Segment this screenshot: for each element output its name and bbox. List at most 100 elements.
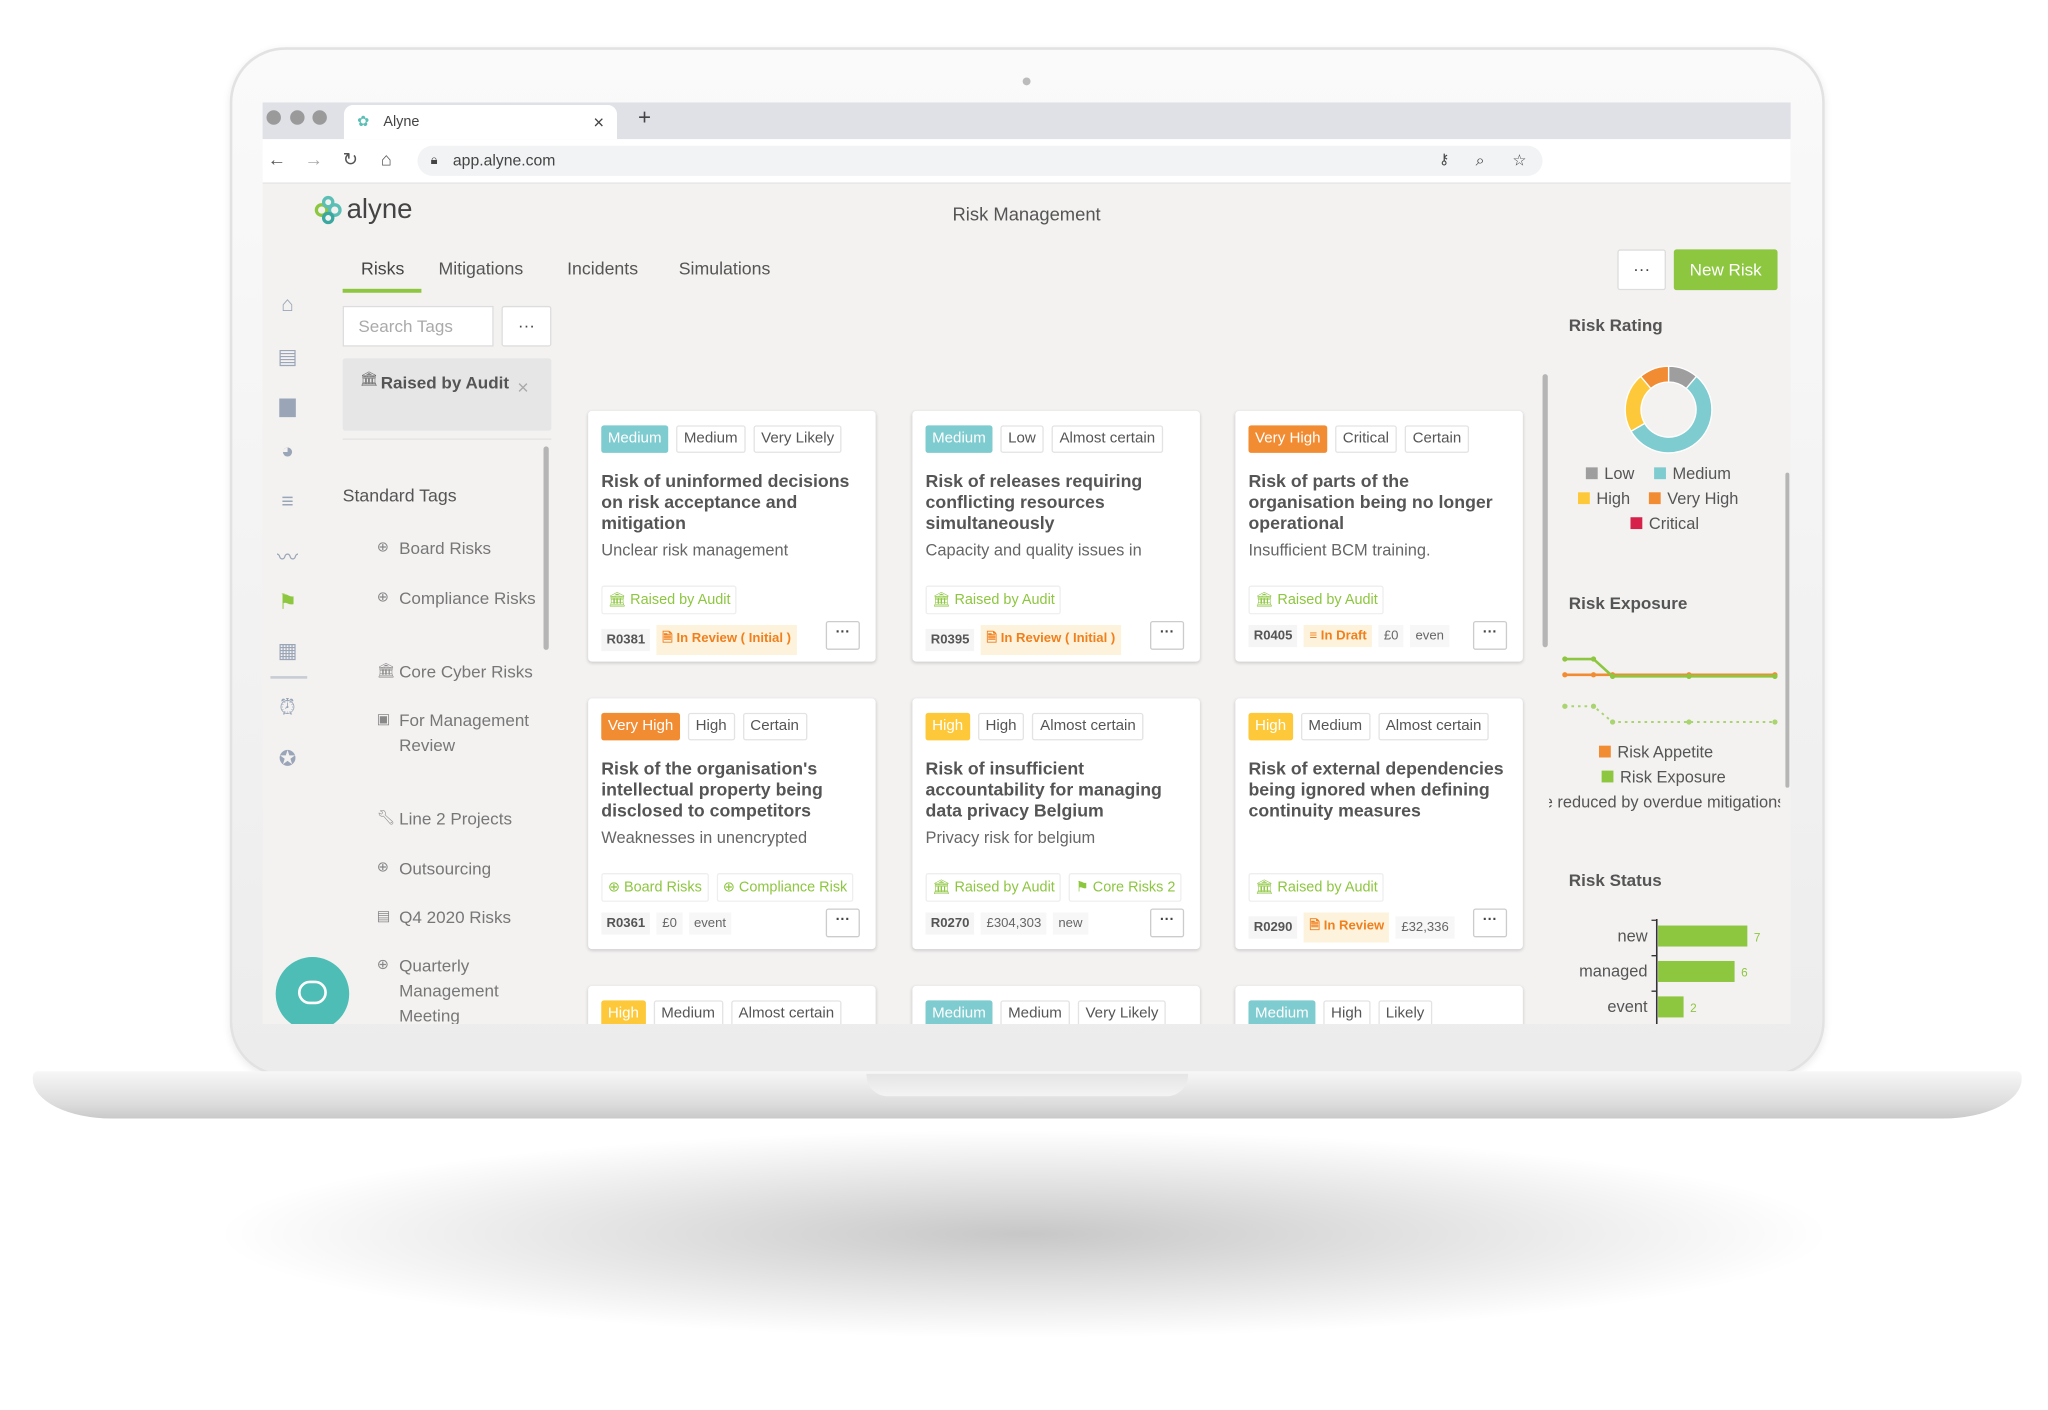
risk-title[interactable]: Risk of the organisation's intellectual … [601, 758, 823, 821]
risk-card[interactable]: Medium Medium Very Likely Risk of uninforme… [588, 410, 876, 662]
chat-button[interactable] [275, 957, 350, 1024]
risk-exposure-title: Risk Exposure [1568, 593, 1688, 614]
tag-item[interactable]: ▤ Q4 2020 Risks [377, 905, 540, 930]
bank-icon: 🏛︎ [607, 592, 631, 608]
flag-icon[interactable]: ⚑ [278, 592, 297, 615]
tag-item[interactable]: ⊕ Outsourcing [377, 856, 540, 881]
dashboard-icon[interactable]: ▦ [277, 640, 298, 663]
window-zoom-dot[interactable] [312, 110, 327, 125]
impact-badge: High [1323, 1000, 1370, 1024]
tag-item-label: For Management Review [399, 710, 530, 755]
tag-chip[interactable]: 🏛︎ Raised by Audit [925, 585, 1062, 615]
data-point [1562, 656, 1568, 662]
legend-swatch [1601, 770, 1614, 783]
card-more-button[interactable]: ··· [1472, 620, 1508, 650]
trend-icon[interactable]: 〰 [276, 547, 299, 570]
alarm-icon[interactable]: ⏰︎ [279, 697, 296, 720]
book-icon[interactable]: ▤ [277, 346, 298, 369]
tag-item[interactable]: 🔧︎ Line 2 Projects [377, 806, 540, 831]
home-icon[interactable]: ⌂ [380, 148, 392, 170]
risk-card[interactable]: High High Almost certain Risk of insufficie… [912, 698, 1200, 950]
review-icon: 🗎︎ [662, 631, 677, 646]
likelihood-badge: Very Likely [1077, 1000, 1167, 1024]
tag-chip[interactable]: 🏛︎ Raised by Audit [601, 585, 738, 615]
new-risk-button[interactable]: New Risk [1673, 249, 1778, 291]
active-tab-indicator [342, 288, 422, 293]
checklist-icon[interactable]: ≡ [281, 490, 294, 514]
pie-chart-icon[interactable]: ◕ [281, 441, 294, 464]
search-tags-input[interactable]: Search Tags [342, 305, 494, 347]
laptop-notch [866, 1073, 1189, 1097]
risk-card[interactable]: High Medium Almost certain Risk of external… [1235, 698, 1523, 950]
risk-title[interactable]: Risk of parts of the organisation being … [1248, 471, 1493, 533]
tags-more-button[interactable]: ··· [501, 305, 552, 347]
card-more-button[interactable]: ··· [1472, 908, 1508, 938]
tag-item[interactable]: ⊕ Compliance Risks [377, 586, 540, 611]
tag-item[interactable]: 🏛︎ Core Cyber Risks [377, 659, 540, 684]
tab-title: Alyne [383, 114, 420, 130]
risk-card[interactable]: Very High High Certain Risk of the organisa… [588, 698, 876, 950]
home-icon[interactable]: ⌂ [281, 294, 294, 317]
tag-item[interactable]: ▣ For Management Review [377, 708, 540, 758]
tag-item[interactable]: ⊕ Quarterly Management Meeting [377, 953, 540, 1024]
cards-scrollbar[interactable] [1542, 374, 1548, 648]
chat-bubble-icon [298, 980, 327, 1005]
category-label: event [1607, 998, 1648, 1016]
document-icon[interactable]: ▆ [279, 395, 296, 418]
zoom-icon[interactable]: ⌕ [1475, 150, 1485, 170]
reload-icon[interactable]: ↻ [342, 148, 359, 170]
tab-mitigations[interactable]: Mitigations [438, 258, 524, 279]
forward-icon[interactable]: → [304, 148, 323, 170]
risk-card[interactable]: Medium Low Almost certain Risk of releases … [912, 410, 1200, 662]
risk-value: even [1410, 624, 1450, 648]
window-close-dot[interactable] [266, 110, 281, 125]
risk-exposure-chart [1562, 656, 1778, 725]
risk-status-chart: new 7 managed 6 event 2 [1579, 918, 1760, 1024]
panel-scrollbar[interactable] [1785, 472, 1790, 788]
tab-incidents[interactable]: Incidents [567, 258, 639, 279]
status-badge: 🗎︎ In Review ( Initial ) [981, 624, 1121, 656]
new-tab-button[interactable]: + [638, 105, 652, 130]
selected-tag-filter[interactable]: 🏛︎ Raised by Audit × [342, 358, 552, 431]
tag-chip[interactable]: ⚑ Core Risks 2 [1069, 873, 1182, 902]
remove-filter-icon[interactable]: × [517, 376, 529, 400]
browser-tab[interactable]: ✿ Alyne × [343, 105, 618, 140]
tag-chip[interactable]: ⊕ Board Risks [601, 873, 709, 902]
risk-description: Privacy risk for belgium [925, 828, 1096, 847]
risk-title[interactable]: Risk of releases requiring conflicting r… [925, 471, 1143, 533]
card-more-button[interactable]: ··· [1150, 908, 1185, 938]
tag-chip[interactable]: 🏛︎ Raised by Audit [1248, 585, 1385, 615]
card-more-button[interactable]: ··· [825, 908, 860, 938]
risk-card[interactable]: MediumHighLikelyComplaint's outside of R… [1235, 985, 1523, 1024]
tag-chip[interactable]: 🏛︎ Raised by Audit [1248, 873, 1385, 902]
tag-chip[interactable]: 🏛︎ Raised by Audit [925, 873, 1062, 902]
likelihood-badge: Likely [1377, 1000, 1433, 1024]
tag-item[interactable]: ⊕ Board Risks [377, 536, 540, 561]
tab-close-icon[interactable]: × [593, 111, 605, 133]
tags-scrollbar[interactable] [543, 446, 549, 650]
bank-icon: 🏛︎ [932, 879, 955, 896]
card-more-button[interactable]: ··· [825, 620, 860, 650]
risk-title[interactable]: Risk of external dependencies being igno… [1248, 758, 1504, 821]
star-icon[interactable]: ☆ [1512, 150, 1527, 170]
tag-chip[interactable]: ⊕ Compliance Risk [716, 873, 854, 902]
tab-simulations[interactable]: Simulations [678, 258, 771, 279]
star-icon[interactable]: ✪ [278, 748, 297, 771]
address-bar[interactable]: 🔒︎ app.alyne.com ⚷ ⌕ ☆ [417, 145, 1543, 176]
key-icon[interactable]: ⚷ [1438, 152, 1450, 169]
more-options-button[interactable]: ··· [1617, 249, 1666, 291]
likelihood-badge: Certain [1404, 425, 1470, 453]
card-more-button[interactable]: ··· [1150, 620, 1185, 650]
window-minimize-dot[interactable] [290, 110, 305, 125]
back-icon[interactable]: ← [267, 148, 287, 170]
tab-risks[interactable]: Risks [361, 258, 405, 279]
risk-value: new [1053, 912, 1088, 935]
risk-title[interactable]: Risk of uninformed decisions on risk acc… [601, 471, 850, 533]
risk-card[interactable]: Very High Critical Certain Risk of parts of… [1235, 410, 1523, 662]
likelihood-badge: Almost certain [1377, 712, 1490, 741]
rating-badge: Medium [925, 425, 993, 453]
impact-badge: High [977, 712, 1025, 741]
risk-title[interactable]: Risk of insufficient accountability for … [925, 758, 1162, 821]
